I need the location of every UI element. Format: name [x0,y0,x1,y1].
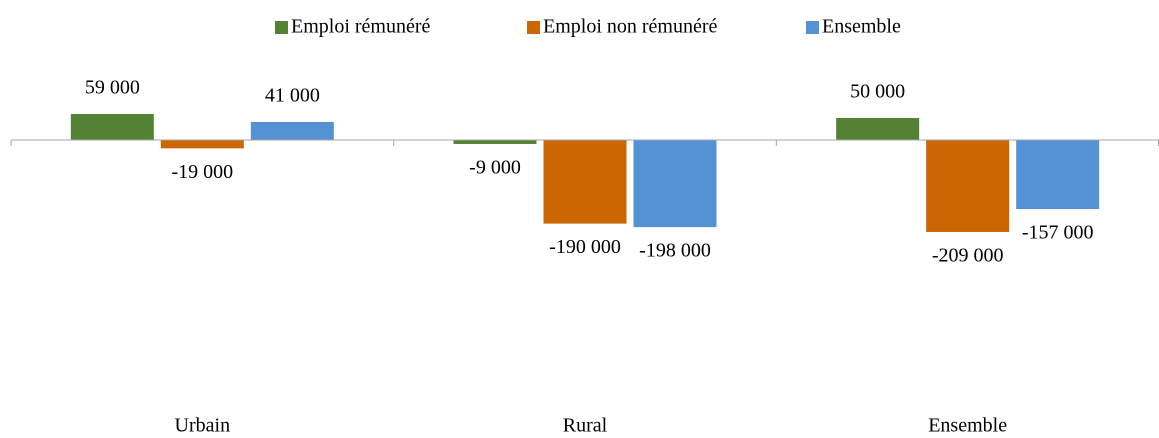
legend-swatch [275,21,288,34]
data-label: 50 000 [850,81,905,103]
bar [160,140,244,149]
bar [250,121,334,140]
bar [1016,140,1100,210]
data-label: -157 000 [1022,222,1094,244]
legend-label: Emploi non rémunéré [543,16,718,38]
data-label: -190 000 [549,236,621,258]
data-label: 59 000 [85,77,140,99]
bar [633,140,717,228]
data-label: -19 000 [171,161,233,183]
x-tick-label: Rural [563,415,608,437]
x-tick-label: Ensemble [928,415,1007,437]
data-label: -198 000 [639,240,711,262]
data-label: -209 000 [932,245,1004,267]
legend-swatch [806,21,819,34]
legend-swatch [527,21,540,34]
data-label: -9 000 [469,157,521,179]
bar [453,140,537,144]
bar [70,114,154,140]
bar [836,118,920,140]
legend-label: Emploi rémunéré [291,16,431,38]
bar [926,140,1010,232]
bar [543,140,627,224]
x-tick-label: Urbain [175,415,231,437]
legend-label: Ensemble [822,16,901,38]
data-label: 41 000 [265,85,320,107]
